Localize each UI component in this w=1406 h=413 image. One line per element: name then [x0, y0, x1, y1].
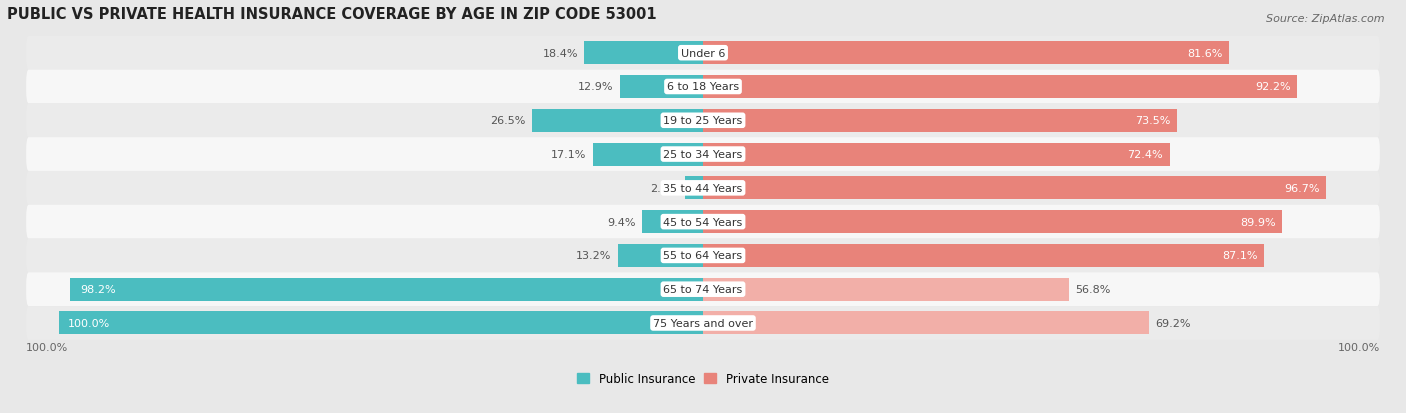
FancyBboxPatch shape [27, 104, 1379, 138]
Text: Source: ZipAtlas.com: Source: ZipAtlas.com [1267, 14, 1385, 24]
Text: 65 to 74 Years: 65 to 74 Years [664, 285, 742, 294]
FancyBboxPatch shape [27, 71, 1379, 104]
Bar [703, 109, 1177, 133]
Text: 89.9%: 89.9% [1240, 217, 1277, 227]
Bar [620, 76, 703, 99]
Text: 69.2%: 69.2% [1156, 318, 1191, 328]
Text: 73.5%: 73.5% [1135, 116, 1170, 126]
Text: 2.8%: 2.8% [650, 183, 679, 193]
Bar [703, 211, 1282, 233]
FancyBboxPatch shape [27, 306, 1379, 340]
Bar [585, 42, 703, 65]
Text: 56.8%: 56.8% [1076, 285, 1111, 294]
Text: 81.6%: 81.6% [1187, 49, 1222, 59]
Bar [617, 244, 703, 267]
Text: 45 to 54 Years: 45 to 54 Years [664, 217, 742, 227]
Bar [643, 211, 703, 233]
Text: 98.2%: 98.2% [80, 285, 115, 294]
Text: Under 6: Under 6 [681, 49, 725, 59]
Legend: Public Insurance, Private Insurance: Public Insurance, Private Insurance [578, 372, 828, 385]
Text: 87.1%: 87.1% [1222, 251, 1258, 261]
Bar [533, 109, 703, 133]
Text: 25 to 34 Years: 25 to 34 Years [664, 150, 742, 160]
Bar [703, 312, 1149, 335]
Bar [70, 278, 703, 301]
Text: PUBLIC VS PRIVATE HEALTH INSURANCE COVERAGE BY AGE IN ZIP CODE 53001: PUBLIC VS PRIVATE HEALTH INSURANCE COVER… [7, 7, 657, 22]
Text: 12.9%: 12.9% [578, 82, 613, 92]
FancyBboxPatch shape [27, 171, 1379, 205]
Text: 6 to 18 Years: 6 to 18 Years [666, 82, 740, 92]
Bar [703, 177, 1326, 200]
Text: 75 Years and over: 75 Years and over [652, 318, 754, 328]
Text: 100.0%: 100.0% [1337, 342, 1379, 352]
Text: 55 to 64 Years: 55 to 64 Years [664, 251, 742, 261]
FancyBboxPatch shape [27, 37, 1379, 71]
Text: 9.4%: 9.4% [607, 217, 636, 227]
Text: 100.0%: 100.0% [67, 318, 111, 328]
Text: 96.7%: 96.7% [1284, 183, 1320, 193]
Text: 19 to 25 Years: 19 to 25 Years [664, 116, 742, 126]
Text: 92.2%: 92.2% [1256, 82, 1291, 92]
FancyBboxPatch shape [27, 138, 1379, 171]
FancyBboxPatch shape [27, 205, 1379, 239]
Text: 100.0%: 100.0% [27, 342, 69, 352]
Bar [703, 244, 1264, 267]
Bar [59, 312, 703, 335]
Text: 72.4%: 72.4% [1128, 150, 1163, 160]
Text: 13.2%: 13.2% [576, 251, 612, 261]
Bar [685, 177, 703, 200]
FancyBboxPatch shape [27, 273, 1379, 306]
Bar [703, 143, 1170, 166]
Text: 18.4%: 18.4% [543, 49, 578, 59]
FancyBboxPatch shape [27, 239, 1379, 273]
Bar [703, 278, 1069, 301]
Text: 17.1%: 17.1% [551, 150, 586, 160]
Bar [593, 143, 703, 166]
Bar [703, 42, 1229, 65]
Bar [703, 76, 1298, 99]
Text: 26.5%: 26.5% [491, 116, 526, 126]
Text: 35 to 44 Years: 35 to 44 Years [664, 183, 742, 193]
